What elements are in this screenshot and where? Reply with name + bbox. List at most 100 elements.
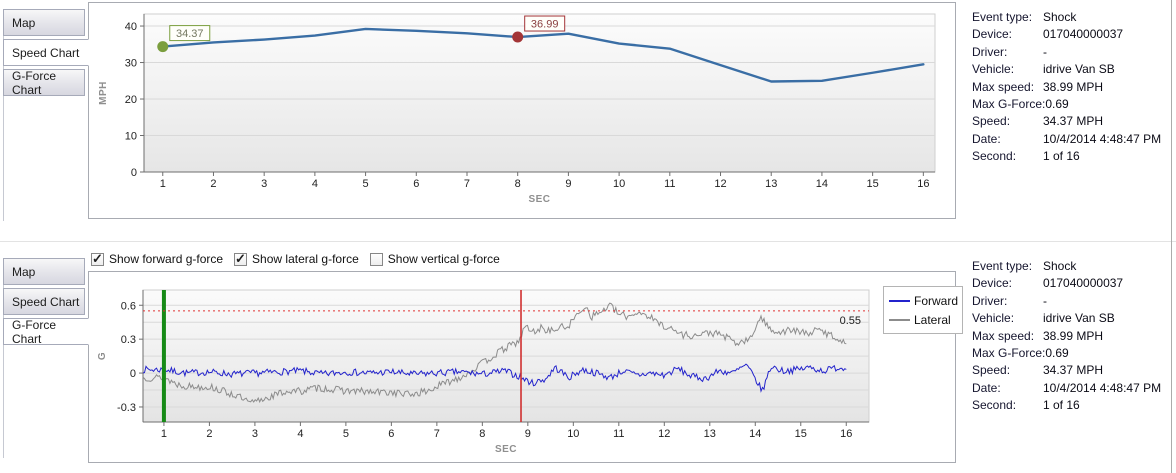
info-row: Driver: - bbox=[972, 293, 1168, 310]
info-value: 10/4/2014 4:48:47 PM bbox=[1043, 380, 1162, 395]
svg-text:9: 9 bbox=[565, 178, 571, 190]
info-label: Vehicle: bbox=[972, 62, 1015, 77]
svg-text:34.37: 34.37 bbox=[176, 28, 204, 40]
info-row: Second: 1 of 16 bbox=[972, 148, 1168, 165]
info-label: Driver: bbox=[972, 44, 1008, 59]
info-value: 34.37 MPH bbox=[1043, 114, 1104, 129]
info-label: Speed: bbox=[972, 363, 1011, 378]
speed-chart-panel: 1 2 3 4 5 6 7 8 9 10 11 12 13 14 15 16 0 10 20 30 40 MPH SEC 34… bbox=[88, 2, 956, 219]
svg-text:13: 13 bbox=[704, 428, 716, 440]
info-label: Event type: bbox=[972, 10, 1033, 24]
info-label: Second: bbox=[972, 398, 1017, 413]
svg-text:36.99: 36.99 bbox=[531, 19, 559, 31]
info-label: Max G-Force: bbox=[972, 97, 1046, 112]
svg-text:SEC: SEC bbox=[495, 444, 517, 455]
svg-text:5: 5 bbox=[343, 428, 349, 440]
info-label: Driver: bbox=[972, 293, 1008, 308]
checkbox-box[interactable] bbox=[91, 251, 104, 267]
info-value: Shock bbox=[1043, 10, 1077, 24]
checkbox-label: Show lateral g-force bbox=[252, 252, 359, 266]
event-info-panel-top: Event type: Shock Device: 017040000037 Dri… bbox=[972, 9, 1168, 166]
gforce-chart-panel: 1 2 3 4 5 6 7 8 9 10 11 12 13 14 15 16 -0.3 0 0.3 0.6 G SEC 0.… bbox=[88, 271, 963, 463]
svg-text:0: 0 bbox=[131, 167, 137, 179]
info-value: 0.69 bbox=[1045, 97, 1069, 112]
info-row: Vehicle: idrive Van SB bbox=[972, 61, 1168, 78]
svg-text:16: 16 bbox=[840, 428, 852, 440]
info-row: Device: 017040000037 bbox=[972, 26, 1168, 43]
info-value: 017040000037 bbox=[1043, 276, 1124, 291]
checkbox-box[interactable] bbox=[234, 251, 248, 267]
gforce-chart-svg[interactable]: 1 2 3 4 5 6 7 8 9 10 11 12 13 14 15 16-0.300.30.6GSEC0.… bbox=[89, 272, 955, 462]
svg-text:3: 3 bbox=[252, 428, 258, 440]
info-value: - bbox=[1043, 293, 1047, 308]
bottom-tabstrip: Map Speed Chart G-Force Chart bbox=[3, 258, 89, 458]
tab-speed-chart-top[interactable]: Speed Chart bbox=[3, 39, 89, 66]
svg-text:20: 20 bbox=[125, 94, 137, 106]
right-edge-divider bbox=[1171, 0, 1172, 473]
svg-text:10: 10 bbox=[125, 131, 137, 143]
svg-text:6: 6 bbox=[388, 428, 394, 440]
svg-text:15: 15 bbox=[795, 428, 807, 440]
info-label: Speed: bbox=[972, 114, 1011, 129]
info-label: Max speed: bbox=[972, 328, 1035, 343]
info-label: Max G-Force: bbox=[972, 346, 1046, 361]
svg-text:30: 30 bbox=[125, 58, 137, 70]
svg-text:SEC: SEC bbox=[528, 194, 550, 205]
checkbox-show-lateral-gforce[interactable]: Show lateral g-force bbox=[234, 251, 359, 267]
info-row: Device: 017040000037 bbox=[972, 275, 1168, 292]
info-value: 1 of 16 bbox=[1043, 149, 1080, 164]
svg-text:11: 11 bbox=[613, 428, 624, 440]
info-row: Speed: 34.37 MPH bbox=[972, 113, 1168, 130]
svg-text:7: 7 bbox=[464, 178, 470, 190]
svg-text:13: 13 bbox=[765, 178, 777, 190]
info-value: 017040000037 bbox=[1043, 27, 1124, 42]
svg-text:0.55: 0.55 bbox=[840, 315, 861, 327]
tab-gforce-chart-bottom[interactable]: G-Force Chart bbox=[3, 318, 89, 346]
event-info-panel-bottom: Event type: Shock Device: 017040000037 Dri… bbox=[972, 258, 1168, 415]
svg-text:4: 4 bbox=[297, 428, 303, 440]
checkbox-label: Show vertical g-force bbox=[387, 252, 500, 266]
checkbox-show-forward-gforce[interactable]: Show forward g-force bbox=[91, 251, 223, 267]
svg-text:40: 40 bbox=[125, 21, 137, 33]
svg-text:14: 14 bbox=[749, 428, 761, 440]
info-value: Shock bbox=[1043, 259, 1077, 273]
info-value: idrive Van SB bbox=[1043, 311, 1115, 326]
legend-item-forward: Forward bbox=[884, 291, 962, 310]
info-row: Second: 1 of 16 bbox=[972, 397, 1168, 414]
info-value: - bbox=[1043, 44, 1047, 59]
gforce-checkbox-row: Show forward g-force Show lateral g-forc… bbox=[91, 250, 511, 268]
legend-item-lateral: Lateral bbox=[884, 310, 962, 329]
info-row: Speed: 34.37 MPH bbox=[972, 362, 1168, 379]
svg-text:11: 11 bbox=[664, 178, 675, 190]
tab-gforce-chart-top[interactable]: G-Force Chart bbox=[3, 69, 85, 97]
tab-map-bottom[interactable]: Map bbox=[3, 258, 85, 285]
speed-chart-svg[interactable]: 1 2 3 4 5 6 7 8 9 10 11 12 13 14 15 16010203040MPHSEC34… bbox=[89, 3, 955, 218]
svg-text:2: 2 bbox=[206, 428, 212, 440]
svg-text:14: 14 bbox=[816, 178, 828, 190]
checkbox-box[interactable] bbox=[369, 252, 383, 266]
svg-text:-0.3: -0.3 bbox=[117, 402, 136, 414]
info-label: Device: bbox=[972, 27, 1013, 42]
svg-text:15: 15 bbox=[867, 178, 879, 190]
info-row: Max G-Force: 0.69 bbox=[972, 96, 1168, 113]
svg-text:5: 5 bbox=[363, 178, 369, 190]
svg-text:9: 9 bbox=[525, 428, 531, 440]
svg-text:G: G bbox=[97, 352, 108, 360]
tab-speed-chart-bottom[interactable]: Speed Chart bbox=[3, 288, 85, 315]
info-value: 38.99 MPH bbox=[1043, 79, 1104, 94]
svg-text:16: 16 bbox=[917, 178, 929, 190]
svg-text:6: 6 bbox=[413, 178, 419, 190]
svg-text:2: 2 bbox=[210, 178, 216, 190]
info-label: Second: bbox=[972, 149, 1017, 164]
info-row: Date: 10/4/2014 4:48:47 PM bbox=[972, 380, 1168, 397]
info-label: Event type: bbox=[972, 259, 1033, 273]
info-value: 34.37 MPH bbox=[1043, 363, 1104, 378]
info-row: Event type: Shock bbox=[972, 9, 1168, 26]
checkbox-show-vertical-gforce[interactable]: Show vertical g-force bbox=[369, 252, 500, 266]
svg-text:4: 4 bbox=[312, 178, 318, 190]
info-row: Max speed: 38.99 MPH bbox=[972, 79, 1168, 96]
info-value: 10/4/2014 4:48:47 PM bbox=[1043, 131, 1162, 146]
info-row: Max speed: 38.99 MPH bbox=[972, 328, 1168, 345]
info-label: Device: bbox=[972, 276, 1013, 291]
tab-map-top[interactable]: Map bbox=[3, 9, 85, 36]
